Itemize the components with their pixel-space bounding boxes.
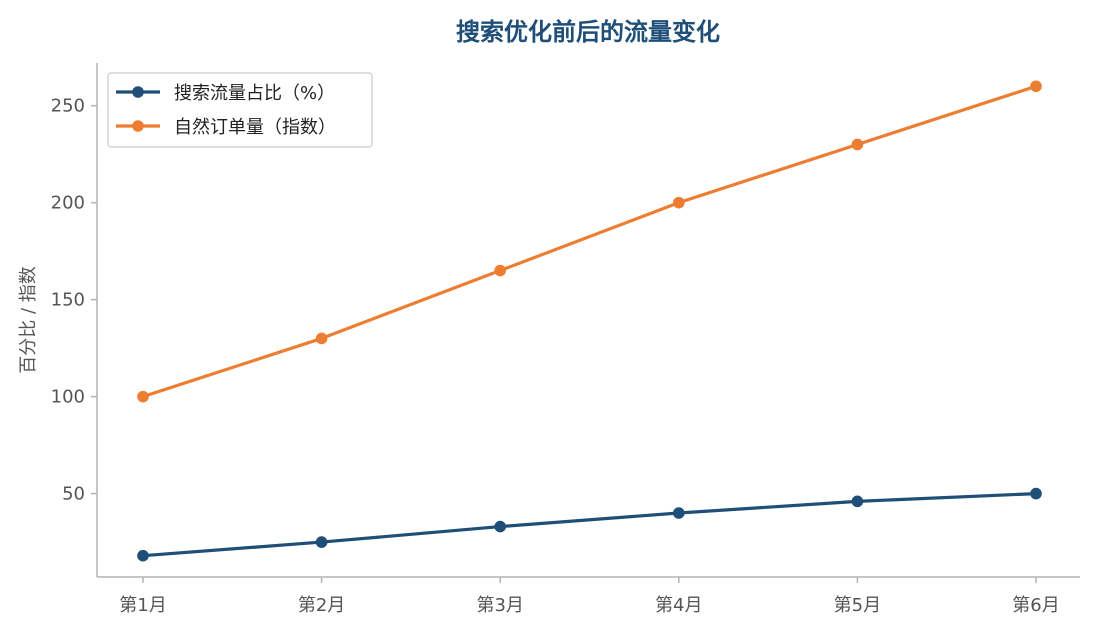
y-tick-label: 150 [51,290,85,311]
series-2 [137,80,1042,403]
data-point [137,390,149,403]
series-line [141,491,1038,558]
data-point [673,196,685,209]
x-ticks: 第1月 第2月 第3月 第4月 第5月 第6月 [119,577,1060,616]
data-point [1030,80,1042,93]
data-point [1030,487,1042,500]
legend-label: 搜索流量占比（%） [174,83,335,104]
legend-box [107,72,373,148]
data-point [137,549,149,562]
y-tick-label: 100 [51,387,85,408]
y-tick-label: 50 [62,484,85,505]
x-tick-label: 第1月 [119,595,166,616]
series-1 [137,487,1042,562]
data-point [673,507,685,519]
axes [96,63,1080,578]
y-axis-label: 百分比 / 指数 [18,266,39,374]
y-tick-label: 250 [51,96,85,117]
x-tick-label: 第6月 [1012,595,1059,616]
data-point [851,495,864,508]
data-point [315,536,328,548]
data-point [494,520,507,533]
legend: 搜索流量占比（%） 自然订单量（指数） [107,72,373,148]
legend-marker [132,86,144,98]
x-tick-label: 第5月 [834,595,881,616]
data-point [315,332,328,345]
chart-title: 搜索优化前后的流量变化 [456,18,720,46]
y-tick-label: 200 [51,193,85,214]
series-line [141,84,1038,399]
series-layer [137,80,1042,562]
legend-marker [132,120,144,132]
y-ticks: 50 100 150 200 250 [51,96,97,505]
x-tick-label: 第2月 [298,595,345,616]
x-tick-label: 第3月 [476,595,523,616]
data-point [494,264,507,277]
data-point [851,138,864,151]
legend-label: 自然订单量（指数） [174,117,336,138]
x-tick-label: 第4月 [655,595,702,616]
